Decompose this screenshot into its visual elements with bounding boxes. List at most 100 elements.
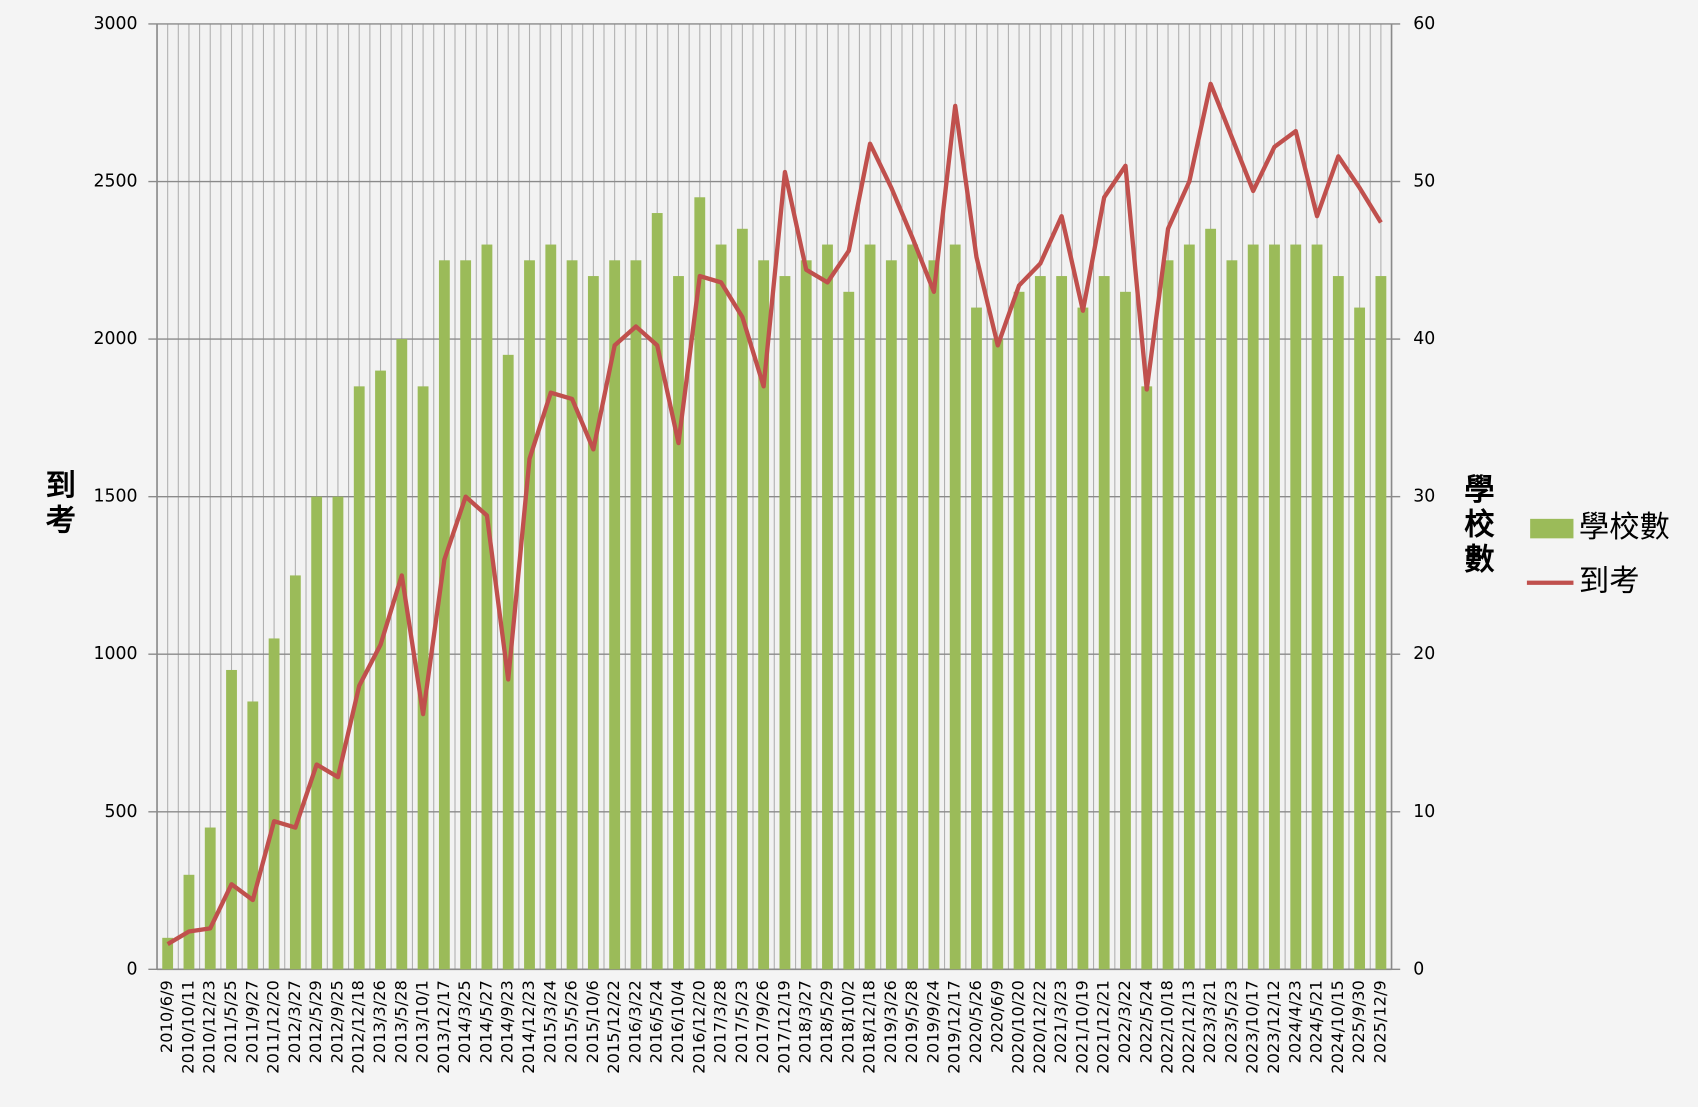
bar [226,669,237,970]
x-tick-label: 2013/5/28 [391,980,410,1063]
legend-swatch [1530,518,1574,539]
bar [1183,244,1195,970]
bar [1162,260,1174,970]
bar [630,260,642,970]
x-tick-label: 2010/6/9 [157,980,176,1053]
bar [864,244,876,970]
bar [524,260,535,970]
bar [1056,276,1068,970]
x-tick-label: 2022/10/18 [1158,980,1177,1074]
bar [417,386,429,970]
y-tick-label: 1000 [93,644,137,664]
bar [1077,307,1089,970]
bar [1332,276,1344,970]
bar [460,260,472,970]
x-tick-label: 2024/10/15 [1328,980,1347,1074]
x-tick-label: 2019/9/24 [923,980,942,1063]
y2-tick-label: 0 [1413,959,1424,979]
x-tick-label: 2016/5/24 [647,980,666,1063]
x-tick-label: 2022/3/22 [1115,980,1134,1063]
bar [779,276,791,970]
x-tick-label: 2024/4/23 [1285,980,1304,1063]
bar [971,307,982,970]
bar [1205,228,1217,970]
x-tick-label: 2014/5/27 [476,980,495,1063]
bar [928,260,940,970]
y-tick-label: 500 [104,802,137,822]
bar [396,339,408,970]
bar [1120,291,1131,970]
bar [353,386,365,970]
bar [183,874,195,970]
x-tick-label: 2015/12/22 [604,980,623,1074]
bar [843,291,855,970]
x-tick-label: 2016/10/4 [668,980,687,1063]
bar [694,197,706,970]
x-tick-label: 2023/3/21 [1200,980,1219,1063]
bar [311,496,323,970]
y2-tick-label: 30 [1413,487,1435,507]
bar [1098,276,1110,970]
legend-label: 學校數 [1579,510,1670,545]
x-tick-label: 2011/9/27 [242,980,261,1063]
y2-tick-label: 40 [1413,329,1435,349]
bar [1247,244,1259,970]
x-tick-label: 2014/9/23 [498,980,517,1063]
bar [162,937,174,970]
bar [992,339,1004,970]
x-tick-label: 2015/5/26 [562,980,581,1063]
bar [332,496,344,970]
bar [289,575,301,970]
bar [609,260,621,970]
x-tick-label: 2014/3/25 [455,980,474,1063]
x-tick-label: 2025/12/9 [1370,980,1389,1063]
x-tick-label: 2019/3/26 [881,980,900,1063]
x-tick-label: 2012/12/18 [349,980,368,1074]
x-tick-label: 2014/12/23 [519,980,538,1074]
x-tick-label: 2016/3/22 [625,980,644,1063]
bar [651,213,663,970]
x-tick-label: 2011/12/20 [264,980,283,1074]
x-tick-label: 2023/5/23 [1221,980,1240,1063]
x-tick-label: 2020/12/22 [1030,980,1049,1074]
x-tick-label: 2017/5/23 [732,980,751,1063]
legend-label: 到考 [1579,564,1640,599]
bar [375,370,386,970]
bar [822,244,833,970]
x-tick-label: 2013/3/26 [370,980,389,1063]
x-tick-label: 2012/3/27 [285,980,304,1063]
x-tick-label: 2017/12/19 [774,980,793,1074]
bar [566,260,578,970]
x-tick-label: 2019/5/28 [902,980,921,1063]
bar [1226,260,1238,970]
x-tick-label: 2023/10/17 [1243,980,1262,1074]
x-tick-label: 2019/12/17 [945,980,964,1074]
y2-axis-label: 學校數 [1458,473,1494,577]
y2-tick-label: 10 [1413,802,1435,822]
x-tick-label: 2013/12/17 [434,980,453,1074]
bar [587,276,599,970]
y-tick-label: 1500 [93,487,137,507]
bar [268,638,280,970]
x-tick-label: 2017/9/26 [753,980,772,1063]
bar [1311,244,1323,970]
x-tick-label: 2024/5/21 [1307,980,1326,1063]
x-tick-label: 2011/5/25 [221,980,240,1063]
bar [736,228,748,970]
bar [758,260,770,970]
x-tick-label: 2018/12/18 [860,980,879,1074]
bar [800,260,812,970]
x-tick-label: 2020/6/9 [987,980,1006,1053]
x-tick-label: 2020/10/20 [1009,980,1028,1074]
x-tick-label: 2021/12/21 [1094,980,1113,1074]
y2-tick-label: 20 [1413,644,1435,664]
x-tick-label: 2022/12/13 [1179,980,1198,1074]
y2-tick-label: 60 [1413,14,1435,34]
x-tick-label: 2018/5/29 [817,980,836,1063]
bar [438,260,450,970]
bar [204,827,216,970]
x-tick-label: 2015/10/6 [583,980,602,1063]
x-tick-label: 2021/10/19 [1072,980,1091,1074]
x-tick-label: 2013/10/1 [413,980,432,1063]
